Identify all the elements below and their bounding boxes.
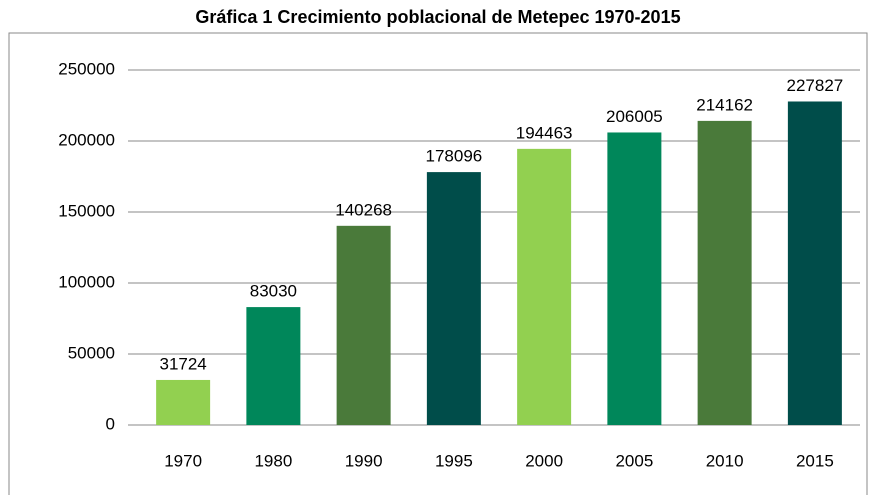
- data-label: 214162: [696, 95, 753, 114]
- bar: [517, 148, 572, 425]
- data-label: 194463: [516, 123, 573, 142]
- bar: [336, 225, 391, 425]
- data-label: 140268: [335, 200, 392, 219]
- data-label: 206005: [606, 107, 663, 126]
- data-label: 178096: [426, 147, 483, 166]
- chart-title: Gráfica 1 Crecimiento poblacional de Met…: [195, 7, 680, 27]
- bar: [426, 172, 481, 425]
- y-tick-label: 0: [106, 414, 115, 433]
- x-tick-label: 1980: [254, 451, 292, 470]
- x-tick-label: 2015: [796, 451, 834, 470]
- y-tick-label: 250000: [58, 59, 115, 78]
- x-tick-label: 2010: [706, 451, 744, 470]
- data-label: 227827: [787, 76, 844, 95]
- x-tick-label: 1970: [164, 451, 202, 470]
- y-tick-label: 200000: [58, 130, 115, 149]
- x-tick-label: 1990: [345, 451, 383, 470]
- bar: [246, 307, 301, 425]
- y-tick-label: 150000: [58, 201, 115, 220]
- bar: [607, 132, 662, 425]
- chart-border: [8, 32, 868, 495]
- bar: [156, 379, 211, 425]
- y-tick-label: 50000: [68, 343, 115, 362]
- x-tick-label: 1995: [435, 451, 473, 470]
- bar: [787, 101, 842, 425]
- x-tick-label: 2000: [525, 451, 563, 470]
- x-tick-label: 2005: [615, 451, 653, 470]
- bar: [697, 120, 752, 426]
- data-label: 83030: [250, 282, 297, 301]
- data-label: 31724: [159, 354, 206, 373]
- y-tick-label: 100000: [58, 272, 115, 291]
